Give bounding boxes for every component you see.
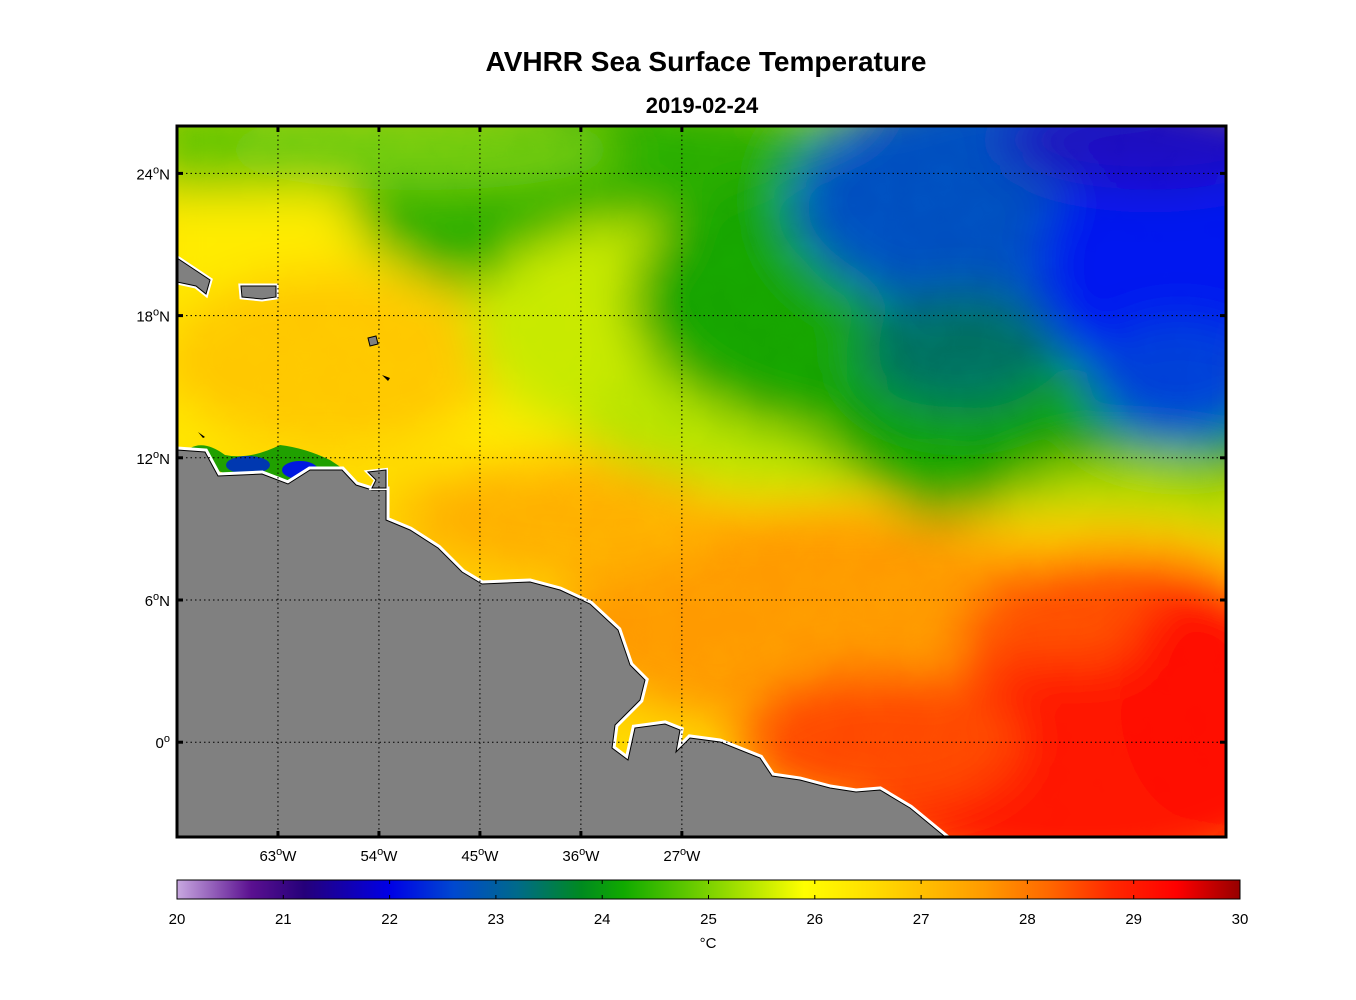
lon-tick-label: 27oW [663, 846, 701, 865]
island-small-3 [198, 432, 205, 438]
island-small-1 [367, 335, 379, 347]
lat-tick-label: 0o [156, 733, 170, 752]
degree-symbol: o [153, 164, 159, 176]
chart-title: AVHRR Sea Surface Temperature [485, 46, 927, 77]
lat-tick-label: 24oN [136, 164, 170, 183]
lon-tick-label: 63oW [259, 846, 297, 865]
lat-tick-label: 12oN [136, 449, 170, 468]
lat-tick-label: 6oN [145, 591, 170, 610]
lat-tick-label: 18oN [136, 307, 170, 326]
degree-symbol: o [153, 449, 159, 461]
degree-symbol: o [153, 307, 159, 319]
chart-subtitle: 2019-02-24 [645, 93, 759, 118]
gridlines [177, 126, 1226, 837]
degree-symbol: o [153, 591, 159, 603]
axis-ticks: 24oN 18oN 12oN 6oN 0o 63oW 54oW 45oW 36oW 27oW [136, 126, 1226, 865]
lon-tick-label: 36oW [562, 846, 600, 865]
sst-field [177, 126, 1226, 837]
island-small-2 [382, 375, 390, 381]
lon-tick-label: 45oW [461, 846, 499, 865]
lon-tick-label: 54oW [360, 846, 398, 865]
coastline [177, 449, 946, 837]
map-frame [175, 124, 1228, 839]
degree-symbol: o [164, 733, 170, 745]
